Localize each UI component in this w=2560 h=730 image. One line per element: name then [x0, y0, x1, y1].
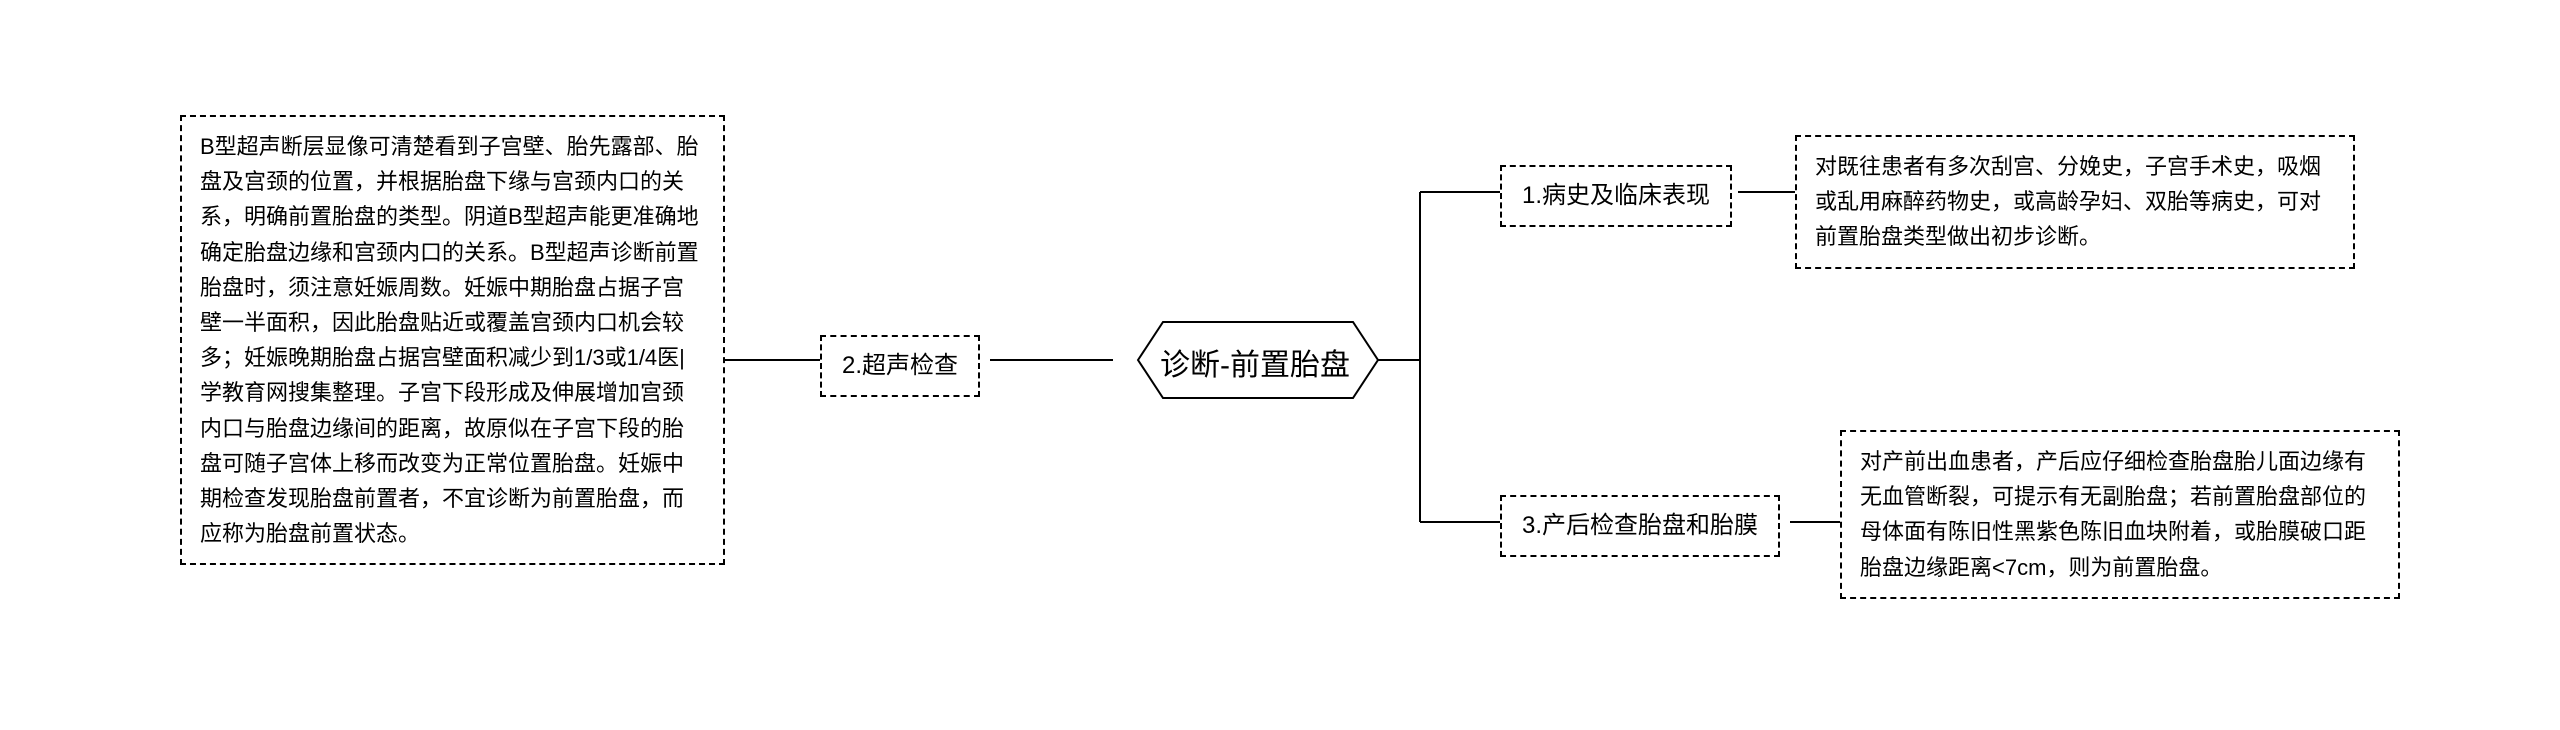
node-history: 1.病史及临床表现 — [1500, 165, 1732, 227]
detail-history-text: 对既往患者有多次刮宫、分娩史，子宫手术史，吸烟或乱用麻醉药物史，或高龄孕妇、双胎… — [1815, 154, 2321, 249]
node-ultrasound: 2.超声检查 — [820, 335, 980, 397]
node-postpartum: 3.产后检查胎盘和胎膜 — [1500, 495, 1780, 557]
node-history-label: 1.病史及临床表现 — [1522, 182, 1710, 209]
node-postpartum-label: 3.产后检查胎盘和胎膜 — [1522, 512, 1758, 539]
center-node-label: 诊断-前置胎盘 — [1160, 340, 1350, 384]
detail-postpartum: 对产前出血患者，产后应仔细检查胎盘胎儿面边缘有无血管断裂，可提示有无副胎盘；若前… — [1840, 430, 2400, 599]
detail-ultrasound-text: B型超声断层显像可清楚看到子宫壁、胎先露部、胎盘及宫颈的位置，并根据胎盘下缘与宫… — [200, 134, 699, 546]
detail-postpartum-text: 对产前出血患者，产后应仔细检查胎盘胎儿面边缘有无血管断裂，可提示有无副胎盘；若前… — [1860, 449, 2366, 580]
detail-ultrasound: B型超声断层显像可清楚看到子宫壁、胎先露部、胎盘及宫颈的位置，并根据胎盘下缘与宫… — [180, 115, 725, 565]
node-ultrasound-label: 2.超声检查 — [842, 352, 958, 379]
detail-history: 对既往患者有多次刮宫、分娩史，子宫手术史，吸烟或乱用麻醉药物史，或高龄孕妇、双胎… — [1795, 135, 2355, 269]
